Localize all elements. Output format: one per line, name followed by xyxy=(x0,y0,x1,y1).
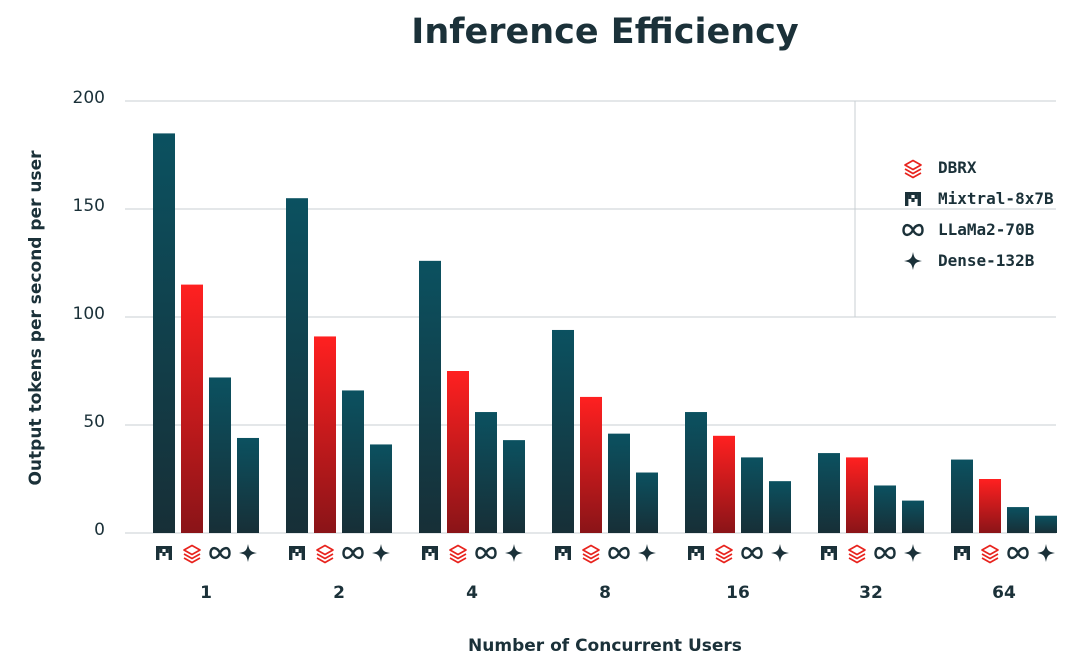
bar xyxy=(951,459,973,533)
mistral-icon xyxy=(688,546,704,560)
bar xyxy=(818,453,840,533)
x-tick-label: 32 xyxy=(859,583,883,603)
sparkle-star-icon xyxy=(1037,544,1055,562)
bar xyxy=(475,412,497,533)
legend-label: DBRX xyxy=(938,158,977,177)
sparkle-star-icon xyxy=(904,544,922,562)
bar xyxy=(1007,507,1029,533)
bar xyxy=(741,457,763,533)
mistral-icon xyxy=(821,546,837,560)
sparkle-star-icon xyxy=(505,544,523,562)
x-tick-label: 16 xyxy=(726,583,750,603)
meta-infinity-icon xyxy=(1007,546,1029,560)
bar xyxy=(447,371,469,533)
y-tick-label: 100 xyxy=(73,304,105,324)
y-tick-label: 150 xyxy=(73,196,105,216)
meta-infinity-icon xyxy=(608,546,630,560)
bar xyxy=(342,390,364,533)
databricks-icon xyxy=(848,544,866,564)
sparkle-star-icon xyxy=(638,544,656,562)
mistral-icon xyxy=(954,546,970,560)
databricks-icon xyxy=(316,544,334,564)
y-tick-label: 50 xyxy=(83,412,105,432)
legend-item-mixtral: Mixtral-8x7B xyxy=(902,183,1054,214)
mistral-icon xyxy=(422,546,438,560)
sparkle-star-icon xyxy=(372,544,390,562)
bar xyxy=(237,437,259,533)
meta-infinity-icon xyxy=(874,546,896,560)
bar xyxy=(979,479,1001,533)
bar xyxy=(419,260,441,533)
databricks-icon xyxy=(981,544,999,564)
bar xyxy=(685,412,707,533)
x-tick-label: 1 xyxy=(200,583,212,603)
meta-infinity-icon xyxy=(209,546,231,560)
bar xyxy=(608,433,630,533)
y-tick-label: 0 xyxy=(94,520,105,540)
databricks-icon xyxy=(902,157,924,179)
sparkle-star-icon xyxy=(771,544,789,562)
mistral-icon xyxy=(156,546,172,560)
legend-label: Dense-132B xyxy=(938,251,1035,270)
bar xyxy=(286,198,308,533)
y-tick-label: 200 xyxy=(73,88,105,108)
mistral-icon xyxy=(289,546,305,560)
x-tick-label: 4 xyxy=(466,583,478,603)
bar xyxy=(370,444,392,533)
bar xyxy=(1035,515,1057,533)
bar xyxy=(846,457,868,533)
legend-item-llama: LLaMa2-70B xyxy=(902,214,1054,245)
legend-item-dbrx: DBRX xyxy=(902,152,1054,183)
meta-infinity-icon xyxy=(475,546,497,560)
meta-infinity-icon xyxy=(741,546,763,560)
bar xyxy=(209,377,231,533)
legend-label: LLaMa2-70B xyxy=(938,220,1035,239)
legend-item-dense: Dense-132B xyxy=(902,245,1054,276)
bar xyxy=(713,435,735,533)
meta-infinity-icon xyxy=(342,546,364,560)
databricks-icon xyxy=(715,544,733,564)
x-tick-label: 8 xyxy=(599,583,611,603)
bar xyxy=(153,133,175,533)
bar xyxy=(874,485,896,533)
chart-title: Inference Efficiency xyxy=(411,12,799,52)
bar xyxy=(314,336,336,533)
x-axis-label: Number of Concurrent Users xyxy=(468,636,742,656)
bar xyxy=(580,396,602,533)
databricks-icon xyxy=(449,544,467,564)
x-tick-label: 2 xyxy=(333,583,345,603)
mistral-icon xyxy=(902,188,924,210)
sparkle-star-icon xyxy=(902,250,924,272)
mistral-icon xyxy=(555,546,571,560)
chart-legend: DBRX Mixtral-8x7B LLaMa2-70B Dense-132B xyxy=(902,152,1054,276)
bar xyxy=(552,329,574,533)
databricks-icon xyxy=(582,544,600,564)
bar xyxy=(503,440,525,533)
legend-label: Mixtral-8x7B xyxy=(938,189,1054,208)
bar xyxy=(902,500,924,533)
sparkle-star-icon xyxy=(239,544,257,562)
databricks-icon xyxy=(183,544,201,564)
bar xyxy=(181,284,203,533)
bar xyxy=(769,481,791,533)
meta-infinity-icon xyxy=(902,219,924,241)
x-tick-label: 64 xyxy=(992,583,1016,603)
bar xyxy=(636,472,658,533)
